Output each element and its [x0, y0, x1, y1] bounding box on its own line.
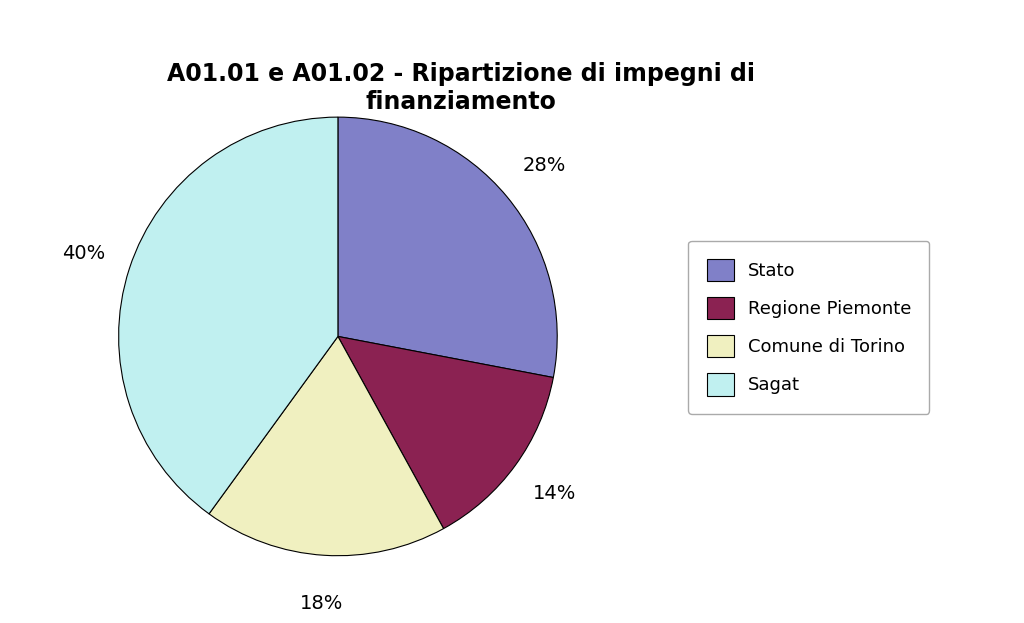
- Wedge shape: [338, 336, 553, 528]
- Text: A01.01 e A01.02 - Ripartizione di impegni di
finanziamento: A01.01 e A01.02 - Ripartizione di impegn…: [167, 62, 755, 114]
- Text: 28%: 28%: [522, 156, 565, 176]
- Wedge shape: [119, 117, 338, 514]
- Text: 14%: 14%: [532, 484, 577, 503]
- Legend: Stato, Regione Piemonte, Comune di Torino, Sagat: Stato, Regione Piemonte, Comune di Torin…: [688, 240, 930, 414]
- Wedge shape: [209, 336, 443, 556]
- Text: 18%: 18%: [299, 594, 343, 613]
- Text: 40%: 40%: [61, 244, 105, 264]
- Wedge shape: [338, 117, 557, 378]
